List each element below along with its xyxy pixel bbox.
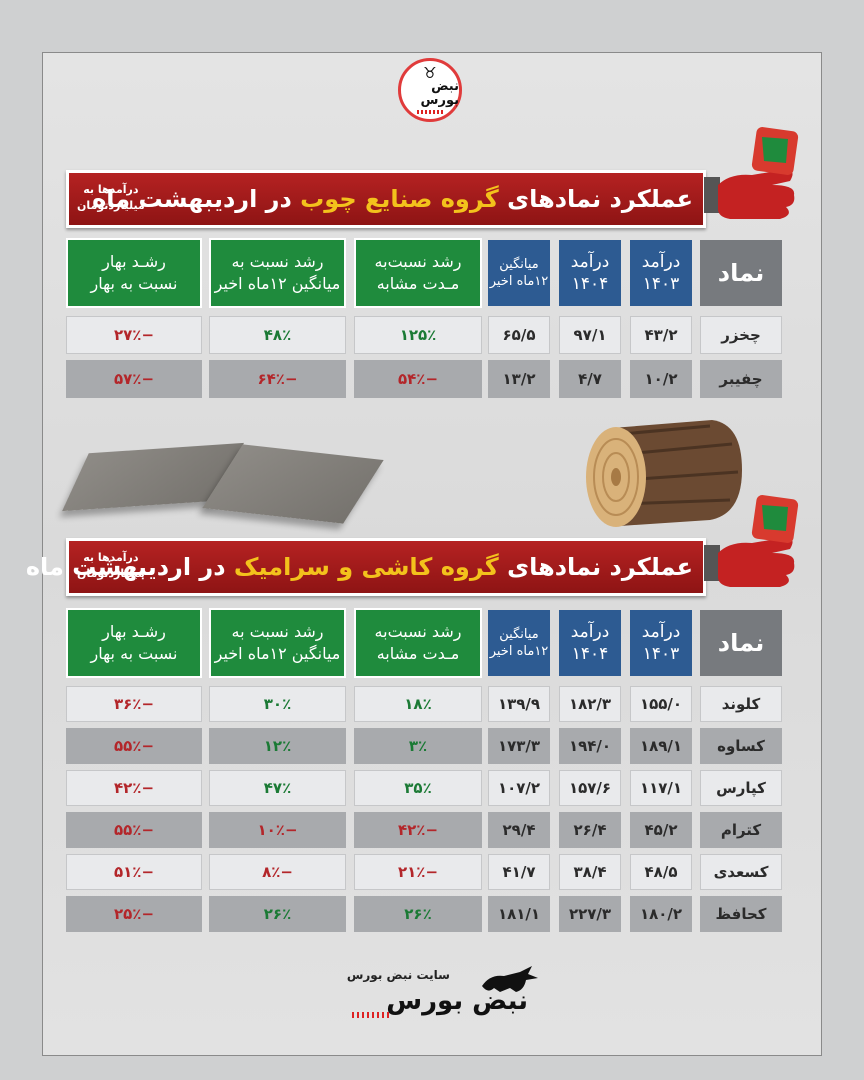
header-symbol: نماد: [700, 610, 782, 676]
header-growth-same-period: رشد نسبت‌به مـدت مشابه: [354, 608, 482, 678]
growth-same-cell: −۲۱٪: [354, 854, 482, 890]
header-revenue-1403: درآمد ۱۴۰۳: [630, 240, 692, 306]
footer-site-label: سایت نبض بورس: [346, 968, 450, 982]
section2-title: عملکرد نمادهای گروه کاشی و سرامیک در ارد…: [25, 553, 693, 581]
average-cell: ۲۹/۴: [488, 812, 550, 848]
section1-title: عملکرد نمادهای گروه صنایع چوب در اردیبهش…: [92, 185, 693, 213]
revenue-1403-cell: ۱۱۷/۱: [630, 770, 692, 806]
hand-holding-icon: [704, 495, 799, 587]
footer-brand-text: نبض بورس: [386, 986, 528, 1016]
growth-vs-average-cell: −۸٪: [209, 854, 346, 890]
average-cell: ۱۳/۲: [488, 360, 550, 398]
symbol-cell: کحافظ: [700, 896, 782, 932]
growth-spring-cell: −۵۷٪: [66, 360, 202, 398]
header-revenue-1404: درآمد ۱۴۰۴: [559, 610, 621, 676]
header-revenue-1403: درآمد ۱۴۰۳: [630, 610, 692, 676]
section2-unit-note: درآمدها به میلیاردتومان: [77, 551, 145, 580]
symbol-cell: کسعدی: [700, 854, 782, 890]
growth-vs-average-cell: ۴۸٪: [209, 316, 346, 354]
average-cell: ۱۷۳/۳: [488, 728, 550, 764]
symbol-cell: چفیبر: [700, 360, 782, 398]
growth-vs-average-cell: ۳۰٪: [209, 686, 346, 722]
revenue-1404-cell: ۹۷/۱: [559, 316, 621, 354]
header-growth-same-period: رشد نسبت‌به مـدت مشابه: [354, 238, 482, 308]
growth-spring-cell: −۵۱٪: [66, 854, 202, 890]
revenue-1404-cell: ۲۶/۴: [559, 812, 621, 848]
symbol-cell: کترام: [700, 812, 782, 848]
revenue-1404-cell: ۳۸/۴: [559, 854, 621, 890]
symbol-cell: کلوند: [700, 686, 782, 722]
average-cell: ۴۱/۷: [488, 854, 550, 890]
revenue-1404-cell: ۱۹۴/۰: [559, 728, 621, 764]
growth-spring-cell: −۳۶٪: [66, 686, 202, 722]
symbol-cell: کساوه: [700, 728, 782, 764]
revenue-1403-cell: ۱۸۹/۱: [630, 728, 692, 764]
growth-same-cell: ۳٪: [354, 728, 482, 764]
average-cell: ۱۰۷/۲: [488, 770, 550, 806]
header-revenue-1404: درآمد ۱۴۰۴: [559, 240, 621, 306]
average-cell: ۶۵/۵: [488, 316, 550, 354]
revenue-1403-cell: ۴۵/۲: [630, 812, 692, 848]
header-growth-spring: رشـد بهار نسبت به بهار: [66, 608, 202, 678]
growth-same-cell: ۱۸٪: [354, 686, 482, 722]
hand-holding-icon: [704, 127, 799, 219]
growth-vs-average-cell: −۶۴٪: [209, 360, 346, 398]
header-average: میانگین ۱۲ماه اخیر: [488, 240, 550, 306]
section1-banner: عملکرد نمادهای گروه صنایع چوب در اردیبهش…: [66, 170, 706, 228]
growth-same-cell: −۴۲٪: [354, 812, 482, 848]
header-growth-vs-average: رشد نسبت به میانگین ۱۲ماه اخیر: [209, 238, 346, 308]
growth-vs-average-cell: ۲۶٪: [209, 896, 346, 932]
logo: ♉ نبض بورس: [398, 58, 462, 122]
growth-vs-average-cell: ۱۲٪: [209, 728, 346, 764]
growth-same-cell: −۵۴٪: [354, 360, 482, 398]
header-growth-vs-average: رشد نسبت به میانگین ۱۲ماه اخیر: [209, 608, 346, 678]
section2-banner: عملکرد نمادهای گروه کاشی و سرامیک در ارد…: [26, 538, 706, 596]
footer-bars-icon: [352, 1012, 392, 1018]
revenue-1403-cell: ۱۸۰/۲: [630, 896, 692, 932]
revenue-1403-cell: ۱۰/۲: [630, 360, 692, 398]
growth-spring-cell: −۲۷٪: [66, 316, 202, 354]
symbol-cell: چخزر: [700, 316, 782, 354]
growth-spring-cell: −۴۲٪: [66, 770, 202, 806]
growth-same-cell: ۲۶٪: [354, 896, 482, 932]
logo-bars-icon: [417, 110, 443, 114]
revenue-1403-cell: ۱۵۵/۰: [630, 686, 692, 722]
growth-vs-average-cell: −۱۰٪: [209, 812, 346, 848]
growth-same-cell: ۱۲۵٪: [354, 316, 482, 354]
logo-text: نبض بورس: [420, 79, 459, 108]
revenue-1404-cell: ۱۵۷/۶: [559, 770, 621, 806]
bull-icon: [482, 966, 538, 992]
growth-same-cell: ۳۵٪: [354, 770, 482, 806]
revenue-1404-cell: ۱۸۲/۳: [559, 686, 621, 722]
footer-brand: سایت نبض بورس نبض بورس: [340, 960, 550, 1030]
bull-icon: ♉: [423, 64, 437, 82]
header-average: میانگین ۱۲ماه اخیر: [488, 610, 550, 676]
symbol-cell: کپارس: [700, 770, 782, 806]
section1-unit-note: درآمدها به میلیاردتومان: [77, 183, 145, 212]
growth-spring-cell: −۵۵٪: [66, 812, 202, 848]
revenue-1403-cell: ۴۳/۲: [630, 316, 692, 354]
growth-spring-cell: −۵۵٪: [66, 728, 202, 764]
revenue-1404-cell: ۲۲۷/۳: [559, 896, 621, 932]
revenue-1404-cell: ۴/۷: [559, 360, 621, 398]
wood-log-image: [586, 420, 742, 527]
average-cell: ۱۸۱/۱: [488, 896, 550, 932]
growth-vs-average-cell: ۴۷٪: [209, 770, 346, 806]
growth-spring-cell: −۲۵٪: [66, 896, 202, 932]
revenue-1403-cell: ۴۸/۵: [630, 854, 692, 890]
header-growth-spring: رشـد بهار نسبت به بهار: [66, 238, 202, 308]
header-symbol: نماد: [700, 240, 782, 306]
average-cell: ۱۳۹/۹: [488, 686, 550, 722]
